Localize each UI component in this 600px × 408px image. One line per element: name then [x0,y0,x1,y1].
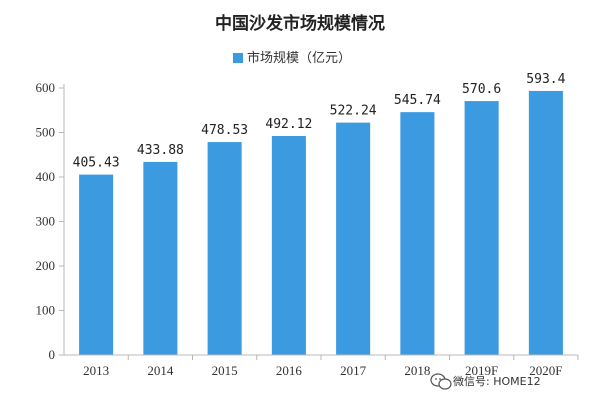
x-tick-label: 2019F [465,363,498,378]
wechat-icon [430,373,452,390]
data-label-2018: 545.74 [394,93,441,108]
y-tick-label: 600 [36,80,56,95]
watermark: 微信号: HOME12 [430,373,541,390]
legend: 市场规模（亿元） [233,50,351,66]
bars: 405.43 433.88 478.53 492.12 522.24 545.74 570.… [73,72,566,356]
data-label-2020F: 593.4 [526,72,565,87]
legend-label: 市场规模（亿元） [247,50,351,66]
x-tick-label: 2013 [83,363,109,378]
y-axis: 0 100 200 300 400 500 600 [36,80,65,362]
x-tick-label: 2016 [276,363,303,378]
data-label-2014: 433.88 [137,143,184,158]
bar-2016 [271,136,306,355]
y-tick-label: 500 [36,125,56,140]
chart-title: 中国沙发市场规模情况 [215,13,385,34]
y-tick-label: 0 [49,347,56,362]
x-tick-label: 2015 [212,363,238,378]
data-label-2019F: 570.6 [462,82,501,97]
bar-2013 [79,174,114,355]
bar-2019F [464,101,499,355]
y-tick-label: 300 [36,214,56,229]
data-label-2013: 405.43 [73,156,120,171]
bar-2015 [207,142,242,355]
watermark-text: 微信号: HOME12 [453,374,541,388]
x-tick-label: 2018 [404,363,430,378]
data-label-2015: 478.53 [201,123,248,138]
bar-2014 [143,161,178,355]
bar-2017 [336,122,371,355]
x-tick-label: 2014 [147,363,174,378]
legend-swatch [233,53,243,63]
bar-2020F [528,90,563,355]
x-axis: 2013 2014 2015 2016 2017 2018 2019F 2020F [64,354,579,378]
x-tick-label: 2020F [529,363,562,378]
data-label-2017: 522.24 [330,104,377,119]
y-tick-label: 200 [36,258,56,273]
data-label-2016: 492.12 [265,117,312,132]
x-tick-label: 2017 [340,363,367,378]
y-tick-label: 400 [36,169,56,184]
bar-2018 [400,112,435,356]
y-tick-label: 100 [36,303,56,318]
